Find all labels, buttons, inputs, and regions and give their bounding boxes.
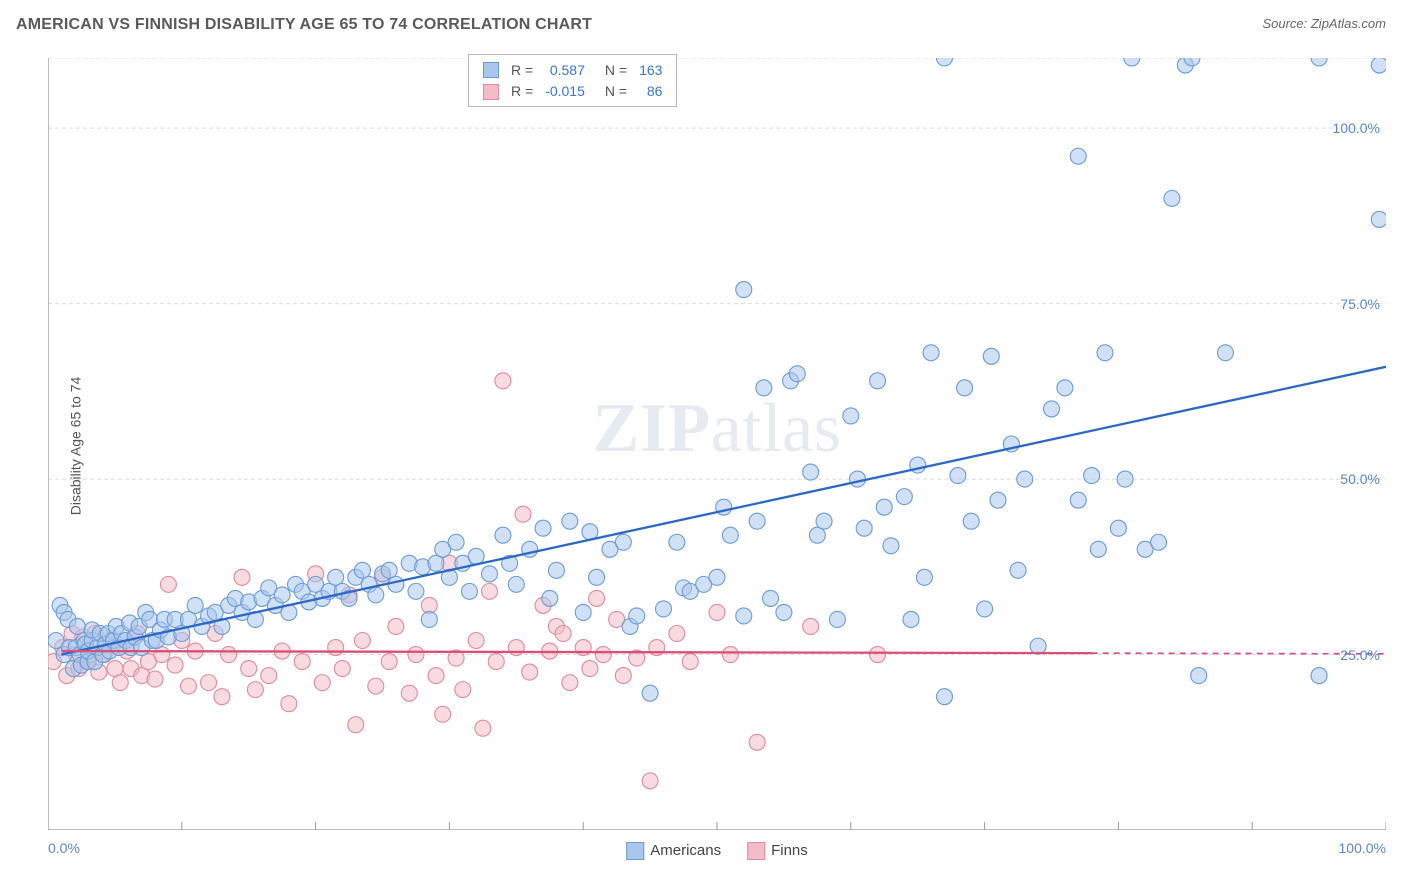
y-tick-label: 100.0% (1333, 120, 1380, 136)
plot-area: ZIPatlas 25.0%50.0%75.0%100.0% R =0.587 … (48, 58, 1386, 830)
chart-title: AMERICAN VS FINNISH DISABILITY AGE 65 TO… (16, 16, 592, 34)
legend-swatch-americans (626, 842, 644, 860)
chart-container: AMERICAN VS FINNISH DISABILITY AGE 65 TO… (0, 0, 1406, 892)
legend-swatch-finns (747, 842, 765, 860)
x-axis-area: 0.0% 100.0% Americans Finns (48, 832, 1386, 882)
legend-label-americans: Americans (650, 842, 721, 859)
legend-item-finns: Finns (747, 842, 808, 860)
legend-bottom: Americans Finns (626, 842, 808, 860)
y-tick-label: 50.0% (1340, 471, 1380, 487)
legend-item-americans: Americans (626, 842, 721, 860)
y-tick-label: 25.0% (1340, 647, 1380, 663)
y-tick-label: 75.0% (1340, 296, 1380, 312)
legend-label-finns: Finns (771, 842, 808, 859)
x-tick-0: 0.0% (48, 840, 80, 856)
source-value: ZipAtlas.com (1311, 16, 1386, 31)
x-tick-100: 100.0% (1339, 840, 1386, 856)
scatter-plot-svg (48, 58, 1386, 830)
correlation-box: R =0.587 N =163 R =-0.015 N =86 (468, 54, 677, 107)
source-label: Source: (1262, 16, 1310, 31)
source-attribution: Source: ZipAtlas.com (1262, 16, 1386, 31)
